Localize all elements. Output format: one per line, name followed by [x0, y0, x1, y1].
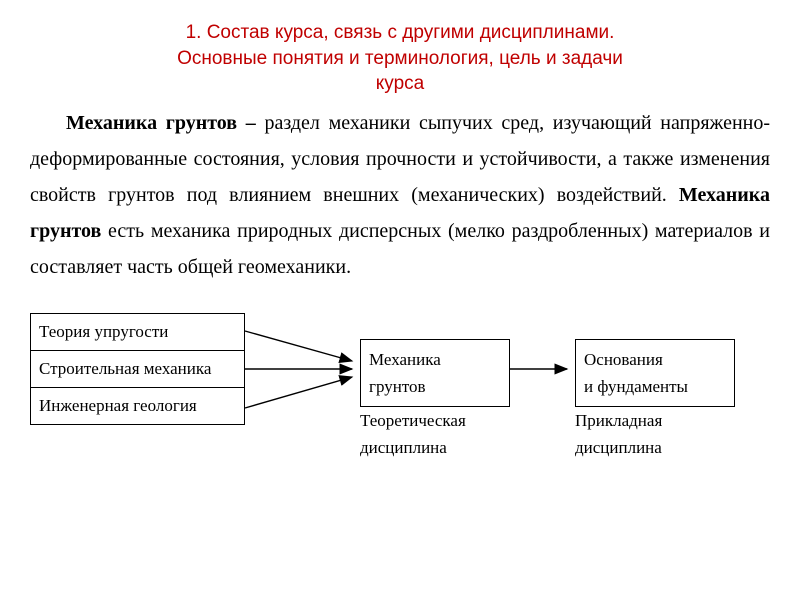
- source-column: Теория упругости Строительная механика И…: [30, 313, 245, 425]
- sub2-line2: дисциплина: [360, 438, 447, 457]
- box-soil-mechanics: Механика грунтов: [360, 339, 510, 407]
- definition-paragraph: Механика грунтов – раздел механики сыпуч…: [30, 105, 770, 285]
- source-row-elasticity: Теория упругости: [31, 314, 244, 351]
- box3-line1: Основания: [584, 350, 663, 369]
- title-line2: Основные понятия и терминология, цель и …: [177, 48, 623, 69]
- flow-diagram: Теория упругости Строительная механика И…: [30, 313, 770, 493]
- def-bold1: Механика грунтов –: [66, 112, 256, 134]
- source-row-geology: Инженерная геология: [31, 388, 244, 424]
- box-foundations: Основания и фундаменты: [575, 339, 735, 407]
- slide-title: 1. Состав курса, связь с другими дисципл…: [30, 20, 770, 97]
- arrow: [245, 331, 352, 361]
- def-part2: есть механика природных дисперсных (мелк…: [30, 220, 770, 278]
- box2-line2: грунтов: [369, 377, 426, 396]
- sub3-line2: дисциплина: [575, 438, 662, 457]
- box2-line1: Механика: [369, 350, 441, 369]
- title-line1: 1. Состав курса, связь с другими дисципл…: [186, 22, 615, 43]
- source-row-mechanics: Строительная механика: [31, 351, 244, 388]
- box3-line2: и фундаменты: [584, 377, 688, 396]
- title-line3: курса: [376, 73, 424, 94]
- subtitle-applied: Прикладная дисциплина: [575, 407, 735, 461]
- subtitle-theoretical: Теоретическая дисциплина: [360, 407, 520, 461]
- arrow: [245, 377, 352, 408]
- sub3-line1: Прикладная: [575, 411, 662, 430]
- sub2-line1: Теоретическая: [360, 411, 466, 430]
